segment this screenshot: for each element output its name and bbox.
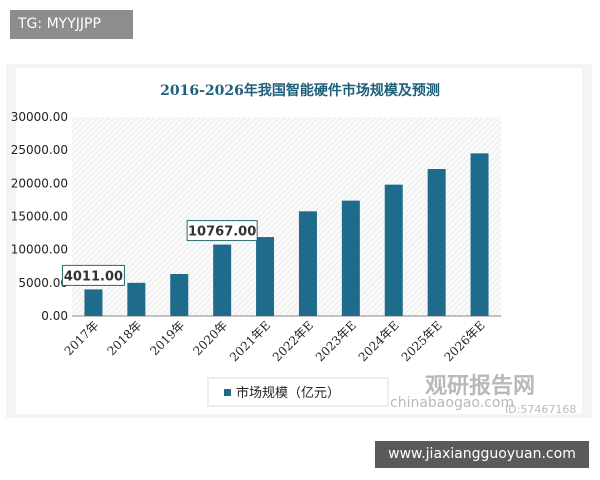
y-tick-label: 5000.00	[18, 276, 68, 290]
x-tick-label: 2022年E	[270, 318, 316, 364]
y-tick-label: 0.00	[41, 309, 68, 323]
bar	[127, 282, 146, 316]
watermark-site: chinabaogao.com	[390, 395, 515, 411]
overlay-tag: TG: MYYJJPP	[10, 10, 133, 39]
y-tick-label: 10000.00	[11, 243, 68, 257]
bar	[213, 244, 232, 316]
bar	[84, 289, 103, 316]
bar	[298, 211, 317, 316]
bar	[170, 274, 189, 316]
y-tick-label: 25000.00	[11, 143, 68, 157]
data-label-box	[61, 264, 125, 286]
data-label: 10767.00	[188, 225, 256, 240]
x-tick-label: 2021年E	[227, 318, 273, 364]
y-tick-label: 15000.00	[11, 210, 68, 224]
x-tick-label: 2025年E	[399, 318, 445, 364]
bar	[256, 237, 275, 316]
x-tick-label: 2017年	[62, 318, 102, 358]
watermark-brand: 观研报告网	[425, 374, 536, 399]
legend-box	[207, 377, 389, 407]
watermark-id: ID:57467168	[505, 403, 577, 416]
x-tick-label: 2026年E	[441, 318, 487, 364]
x-tick-label: 2024年E	[356, 318, 402, 364]
y-tick-label: 20000.00	[11, 176, 68, 190]
bar	[384, 184, 403, 316]
legend-swatch	[224, 389, 231, 396]
bar	[341, 200, 360, 316]
bar	[470, 153, 489, 316]
x-tick-label: 2018年	[104, 318, 144, 358]
x-tick-label: 2019年	[147, 318, 187, 358]
legend-label: 市场规模（亿元）	[236, 385, 340, 401]
overlay-url: www.jiaxiangguoyuan.com	[375, 441, 589, 468]
data-label-box	[186, 220, 258, 242]
chart-title: 2016-2026年我国智能硬件市场规模及预测	[160, 82, 440, 99]
y-tick-label: 30000.00	[11, 110, 68, 124]
x-tick-label: 2020年	[190, 318, 230, 358]
bar	[427, 169, 446, 316]
x-tick-label: 2023年E	[313, 318, 359, 364]
data-label: 4011.00	[64, 269, 123, 284]
